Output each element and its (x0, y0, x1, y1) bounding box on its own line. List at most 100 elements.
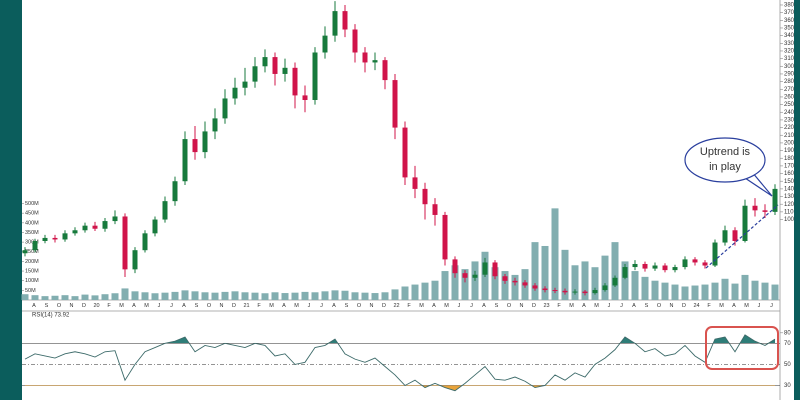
x-tick-label: M (419, 303, 424, 309)
volume-bar (41, 296, 49, 300)
x-tick-label: A (132, 303, 136, 309)
x-tick-label: J (608, 303, 611, 309)
x-tick-label: D (532, 303, 536, 309)
x-tick-label: J (308, 303, 311, 309)
volume-bar (71, 296, 79, 300)
volume-bar (331, 290, 339, 300)
y-tick-label: 380 (784, 3, 795, 9)
rsi-label: RSI(14) 73.92 (32, 313, 70, 319)
candle-body (402, 127, 408, 178)
volume-tick-label: 100M (25, 278, 39, 284)
x-tick-label: N (220, 303, 224, 309)
volume-bar (551, 208, 559, 300)
x-tick-label: D (682, 303, 686, 309)
volume-bar (561, 249, 569, 300)
candle-body (572, 291, 578, 293)
volume-bar (651, 280, 659, 300)
rsi-line (24, 334, 776, 392)
volume-bar (141, 292, 149, 300)
x-tick-label: A (182, 303, 186, 309)
candle-body (122, 216, 128, 270)
y-tick-label: 110 (784, 209, 794, 215)
volume-tick-label: 150M (25, 269, 39, 275)
candle-body (32, 240, 38, 251)
volume-bar (241, 292, 249, 300)
y-tick-label: 140 (784, 186, 795, 192)
x-tick-label: D (82, 303, 86, 309)
volume-bar (261, 293, 269, 300)
volume-tick-label: 400M (25, 220, 39, 226)
right-frame (794, 0, 800, 400)
x-tick-label: M (744, 303, 749, 309)
candle-body (72, 230, 78, 234)
x-tick-label: A (732, 303, 736, 309)
candle-body (142, 233, 148, 251)
volume-bar (611, 242, 619, 300)
candle-body (622, 267, 628, 278)
volume-bar (571, 265, 579, 300)
x-tick-label: M (594, 303, 599, 309)
volume-bar (451, 265, 459, 300)
x-tick-label: S (195, 303, 199, 309)
candle-body (162, 201, 168, 220)
candle-body (482, 262, 488, 275)
volume-tick-label: 350M (25, 230, 39, 236)
y-tick-label: 200 (784, 140, 795, 146)
volume-bar (511, 274, 519, 300)
candle-body (392, 80, 398, 128)
x-tick-label: N (670, 303, 674, 309)
x-tick-label: J (758, 303, 761, 309)
x-tick-label: S (495, 303, 499, 309)
x-tick-label: J (158, 303, 161, 309)
volume-bar (741, 274, 749, 300)
candle-body (382, 60, 388, 81)
x-tick-label: A (32, 303, 36, 309)
volume-bar (661, 282, 669, 300)
x-tick-label: F (407, 303, 411, 309)
volume-bar (541, 245, 549, 300)
candle-body (252, 66, 258, 82)
candle-body (112, 216, 118, 222)
candle-body (182, 139, 188, 182)
candle-body (682, 259, 688, 268)
candle-body (262, 57, 268, 67)
candle-body (42, 237, 48, 241)
candle-body (462, 273, 468, 278)
rsi-tick-label: 30 (784, 383, 791, 389)
volume-bar (491, 267, 499, 300)
volume-bar (591, 267, 599, 300)
annotation-text: in play (709, 161, 741, 173)
candle-body (492, 262, 498, 277)
y-tick-label: 190 (784, 148, 795, 154)
left-frame (0, 0, 22, 400)
candle-body (522, 282, 528, 286)
candle-body (452, 259, 458, 274)
x-tick-label: M (269, 303, 274, 309)
x-tick-label: A (282, 303, 286, 309)
volume-bar (61, 295, 69, 300)
volume-bar (121, 288, 129, 300)
candle-body (672, 267, 678, 271)
y-tick-label: 160 (784, 171, 795, 177)
candle-body (22, 250, 28, 254)
x-tick-label: 24 (693, 303, 699, 309)
candle-body (62, 233, 68, 240)
x-tick-label: M (119, 303, 124, 309)
y-tick-label: 360 (784, 18, 795, 24)
candle-body (412, 177, 418, 189)
candle-body (432, 204, 438, 215)
plot: 1001101201301401501601701801902002102202… (21, 1, 795, 392)
candle-body (302, 95, 308, 100)
candle-body (602, 285, 608, 291)
volume-bar (151, 293, 159, 300)
volume-bar (221, 291, 229, 300)
candle-body (542, 288, 548, 291)
volume-bar (501, 271, 509, 300)
y-tick-label: 320 (784, 49, 795, 55)
candle-body (532, 285, 538, 289)
callout (684, 137, 766, 183)
x-tick-label: M (144, 303, 149, 309)
volume-tick-label: 250M (25, 249, 39, 255)
x-tick-label: J (320, 303, 323, 309)
candle-body (212, 118, 218, 132)
